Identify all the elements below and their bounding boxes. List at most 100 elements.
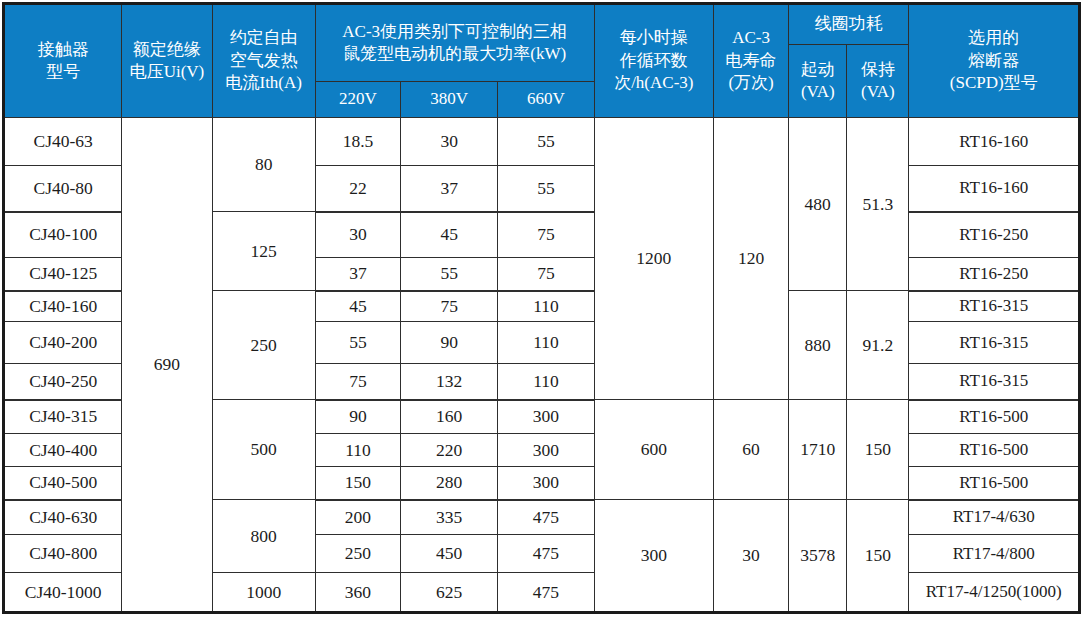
- cell-kw-220: 150: [315, 467, 400, 500]
- merged-cell-ith: 80: [212, 118, 315, 212]
- cell-kw-380: 132: [401, 364, 498, 400]
- cell-kw-660: 110: [498, 364, 594, 400]
- merged-cell-coil-hold: 91.2: [847, 291, 909, 400]
- cell-fuse: RT17-4/1250(1000): [909, 573, 1080, 613]
- cell-fuse: RT17-4/630: [909, 500, 1080, 535]
- contactor-spec-table: 接触器 型号 额定绝缘 电压Ui(V) 约定自由 空气发热 电流Ith(A) A…: [2, 2, 1081, 614]
- cell-fuse: RT16-315: [909, 364, 1080, 400]
- merged-cell-life: 30: [713, 500, 788, 613]
- cell-fuse: RT16-315: [909, 291, 1080, 322]
- cell-model: CJ40-250: [4, 364, 122, 400]
- cell-kw-220: 75: [315, 364, 400, 400]
- cell-kw-380: 335: [401, 500, 498, 535]
- merged-cell-coil-start: 880: [789, 291, 847, 400]
- header-380v: 380V: [401, 82, 498, 118]
- cell-kw-220: 45: [315, 291, 400, 322]
- table-body: CJ40-63 690 80 18.5 30 55 1200 120 480 5…: [4, 118, 1080, 613]
- merged-cell-ops: 1200: [594, 118, 713, 400]
- cell-fuse: RT16-500: [909, 434, 1080, 467]
- header-fuse: 选用的 熔断器 (SCPD)型号: [909, 4, 1080, 118]
- header-kw-group: AC-3使用类别下可控制的三相 鼠笼型电动机的最大功率(kW): [315, 4, 594, 82]
- header-coil-start: 起动 (VA): [789, 45, 847, 118]
- cell-kw-660: 475: [498, 573, 594, 613]
- cell-model: CJ40-800: [4, 535, 122, 573]
- cell-fuse: RT16-500: [909, 467, 1080, 500]
- cell-model: CJ40-80: [4, 166, 122, 212]
- cell-model: CJ40-400: [4, 434, 122, 467]
- cell-kw-220: 18.5: [315, 118, 400, 166]
- cell-kw-380: 450: [401, 535, 498, 573]
- cell-kw-660: 55: [498, 118, 594, 166]
- cell-kw-220: 37: [315, 258, 400, 291]
- header-220v: 220V: [315, 82, 400, 118]
- header-insulation-voltage: 额定绝缘 电压Ui(V): [122, 4, 212, 118]
- cell-kw-220: 250: [315, 535, 400, 573]
- cell-kw-220: 90: [315, 400, 400, 434]
- cell-kw-380: 37: [401, 166, 498, 212]
- cell-kw-380: 625: [401, 573, 498, 613]
- merged-cell-ops: 300: [594, 500, 713, 613]
- cell-model: CJ40-63: [4, 118, 122, 166]
- cell-kw-220: 55: [315, 322, 400, 364]
- cell-kw-220: 360: [315, 573, 400, 613]
- cell-fuse: RT17-4/800: [909, 535, 1080, 573]
- cell-model: CJ40-200: [4, 322, 122, 364]
- cell-kw-220: 110: [315, 434, 400, 467]
- header-model: 接触器 型号: [4, 4, 122, 118]
- cell-model: CJ40-500: [4, 467, 122, 500]
- cell-kw-380: 280: [401, 467, 498, 500]
- cell-kw-660: 300: [498, 467, 594, 500]
- header-electrical-life: AC-3 电寿命 (万次): [713, 4, 788, 118]
- cell-kw-380: 160: [401, 400, 498, 434]
- cell-model: CJ40-100: [4, 212, 122, 258]
- header-ops-per-hour: 每小时操 作循环数 次/h(AC-3): [594, 4, 713, 118]
- cell-kw-380: 75: [401, 291, 498, 322]
- header-thermal-current: 约定自由 空气发热 电流Ith(A): [212, 4, 315, 118]
- header-coil-power-group: 线圈功耗: [789, 4, 909, 45]
- cell-kw-660: 110: [498, 291, 594, 322]
- cell-kw-380: 220: [401, 434, 498, 467]
- cell-kw-220: 30: [315, 212, 400, 258]
- merged-cell-coil-hold: 150: [847, 500, 909, 613]
- cell-kw-380: 30: [401, 118, 498, 166]
- table-row: CJ40-63 690 80 18.5 30 55 1200 120 480 5…: [4, 118, 1080, 166]
- cell-kw-660: 300: [498, 400, 594, 434]
- merged-cell-ith: 250: [212, 291, 315, 400]
- merged-cell-coil-start: 1710: [789, 400, 847, 500]
- cell-model: CJ40-630: [4, 500, 122, 535]
- merged-cell-coil-hold: 51.3: [847, 118, 909, 291]
- cell-kw-660: 110: [498, 322, 594, 364]
- merged-cell-life: 120: [713, 118, 788, 400]
- cell-model: CJ40-315: [4, 400, 122, 434]
- cell-fuse: RT16-250: [909, 258, 1080, 291]
- merged-cell-ith: 1000: [212, 573, 315, 613]
- cell-fuse: RT16-250: [909, 212, 1080, 258]
- table-header: 接触器 型号 额定绝缘 电压Ui(V) 约定自由 空气发热 电流Ith(A) A…: [4, 4, 1080, 118]
- cell-kw-660: 475: [498, 500, 594, 535]
- cell-kw-380: 45: [401, 212, 498, 258]
- cell-kw-380: 55: [401, 258, 498, 291]
- merged-cell-life: 60: [713, 400, 788, 500]
- merged-cell-coil-start: 3578: [789, 500, 847, 613]
- merged-cell-coil-hold: 150: [847, 400, 909, 500]
- merged-cell-ith: 500: [212, 400, 315, 500]
- cell-kw-220: 200: [315, 500, 400, 535]
- cell-model: CJ40-160: [4, 291, 122, 322]
- cell-kw-380: 90: [401, 322, 498, 364]
- merged-cell-ith: 125: [212, 212, 315, 291]
- cell-model: CJ40-1000: [4, 573, 122, 613]
- header-660v: 660V: [498, 82, 594, 118]
- cell-fuse: RT16-160: [909, 166, 1080, 212]
- merged-cell-ith: 800: [212, 500, 315, 573]
- merged-cell-coil-start: 480: [789, 118, 847, 291]
- cell-kw-660: 75: [498, 212, 594, 258]
- header-coil-hold: 保持 (VA): [847, 45, 909, 118]
- cell-model: CJ40-125: [4, 258, 122, 291]
- merged-cell-ui-voltage: 690: [122, 118, 212, 613]
- cell-fuse: RT16-500: [909, 400, 1080, 434]
- cell-fuse: RT16-160: [909, 118, 1080, 166]
- cell-fuse: RT16-315: [909, 322, 1080, 364]
- cell-kw-660: 475: [498, 535, 594, 573]
- cell-kw-660: 300: [498, 434, 594, 467]
- merged-cell-ops: 600: [594, 400, 713, 500]
